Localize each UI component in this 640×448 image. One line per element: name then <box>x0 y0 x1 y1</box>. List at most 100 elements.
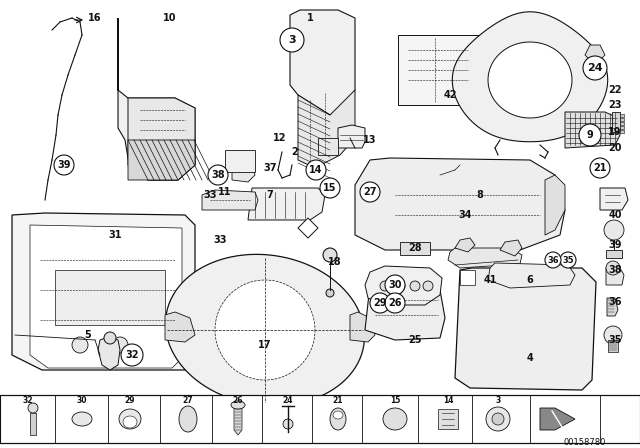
Text: 31: 31 <box>108 230 122 240</box>
Circle shape <box>380 281 390 291</box>
Text: 35: 35 <box>608 335 621 345</box>
Polygon shape <box>365 282 445 340</box>
Text: 1: 1 <box>307 13 314 23</box>
Bar <box>438 409 458 429</box>
Polygon shape <box>455 238 475 252</box>
Ellipse shape <box>123 416 137 428</box>
Text: 17: 17 <box>259 340 272 350</box>
Text: 30: 30 <box>388 280 402 290</box>
Text: 30: 30 <box>77 396 87 405</box>
Circle shape <box>423 281 433 291</box>
Polygon shape <box>118 18 195 180</box>
Circle shape <box>395 281 405 291</box>
Circle shape <box>326 289 334 297</box>
Ellipse shape <box>231 401 245 409</box>
Text: 19: 19 <box>608 127 621 137</box>
Text: 23: 23 <box>608 100 621 110</box>
Polygon shape <box>448 248 522 268</box>
Bar <box>398 35 478 105</box>
Polygon shape <box>607 298 618 316</box>
Text: 38: 38 <box>608 265 622 275</box>
Circle shape <box>579 124 601 146</box>
Text: 36: 36 <box>608 297 621 307</box>
Circle shape <box>306 160 326 180</box>
Polygon shape <box>338 125 365 148</box>
Polygon shape <box>290 10 355 115</box>
Circle shape <box>604 220 624 240</box>
Text: 2: 2 <box>292 147 298 157</box>
Polygon shape <box>600 188 628 210</box>
Text: 3: 3 <box>495 396 500 405</box>
Polygon shape <box>606 268 624 285</box>
Polygon shape <box>30 413 36 435</box>
Polygon shape <box>318 138 338 155</box>
Circle shape <box>280 28 304 52</box>
Circle shape <box>606 261 620 275</box>
Polygon shape <box>202 190 258 210</box>
Circle shape <box>320 178 340 198</box>
Text: 38: 38 <box>211 170 225 180</box>
Text: 36: 36 <box>547 255 559 264</box>
Text: 5: 5 <box>84 330 92 340</box>
Text: 29: 29 <box>373 298 387 308</box>
Polygon shape <box>298 90 355 168</box>
Text: 11: 11 <box>218 187 232 197</box>
Text: 26: 26 <box>233 396 243 405</box>
Circle shape <box>560 252 576 268</box>
Polygon shape <box>215 280 315 380</box>
Polygon shape <box>540 408 575 430</box>
Text: 4: 4 <box>527 353 533 363</box>
Text: 16: 16 <box>88 13 102 23</box>
Bar <box>620 130 624 133</box>
Circle shape <box>545 252 561 268</box>
Circle shape <box>385 293 405 313</box>
Polygon shape <box>128 140 195 180</box>
Text: 13: 13 <box>364 135 377 145</box>
Text: 10: 10 <box>163 13 177 23</box>
Text: 24: 24 <box>587 63 603 73</box>
Circle shape <box>283 419 293 429</box>
Polygon shape <box>30 225 182 368</box>
Polygon shape <box>165 312 195 342</box>
Text: 39: 39 <box>57 160 71 170</box>
Bar <box>225 150 255 172</box>
Polygon shape <box>350 312 375 342</box>
Text: 6: 6 <box>527 275 533 285</box>
Polygon shape <box>606 250 622 258</box>
Polygon shape <box>455 268 596 390</box>
Polygon shape <box>488 42 572 118</box>
Text: 14: 14 <box>309 165 323 175</box>
Text: 15: 15 <box>390 396 400 405</box>
Text: 7: 7 <box>267 190 273 200</box>
Text: 15: 15 <box>323 183 337 193</box>
Circle shape <box>104 332 116 344</box>
Text: 00158780: 00158780 <box>564 438 606 447</box>
Text: 22: 22 <box>608 85 621 95</box>
Text: 35: 35 <box>562 255 574 264</box>
Text: 28: 28 <box>408 243 422 253</box>
Circle shape <box>360 182 380 202</box>
Polygon shape <box>545 175 565 235</box>
Polygon shape <box>585 45 605 60</box>
Bar <box>55 270 165 325</box>
Polygon shape <box>608 340 618 352</box>
Text: 34: 34 <box>458 210 472 220</box>
Ellipse shape <box>333 411 343 419</box>
Text: 25: 25 <box>408 335 422 345</box>
Ellipse shape <box>383 408 407 430</box>
Polygon shape <box>98 337 120 370</box>
Polygon shape <box>232 163 255 182</box>
Circle shape <box>590 158 610 178</box>
Circle shape <box>604 326 622 344</box>
Ellipse shape <box>72 412 92 426</box>
Text: 21: 21 <box>333 396 343 405</box>
Circle shape <box>112 337 128 353</box>
Circle shape <box>208 165 228 185</box>
Text: 14: 14 <box>443 396 453 405</box>
Bar <box>0 395 640 443</box>
Circle shape <box>28 403 38 413</box>
Text: 39: 39 <box>608 240 621 250</box>
Text: 29: 29 <box>125 396 135 405</box>
Polygon shape <box>400 242 430 255</box>
Text: 41: 41 <box>483 275 497 285</box>
